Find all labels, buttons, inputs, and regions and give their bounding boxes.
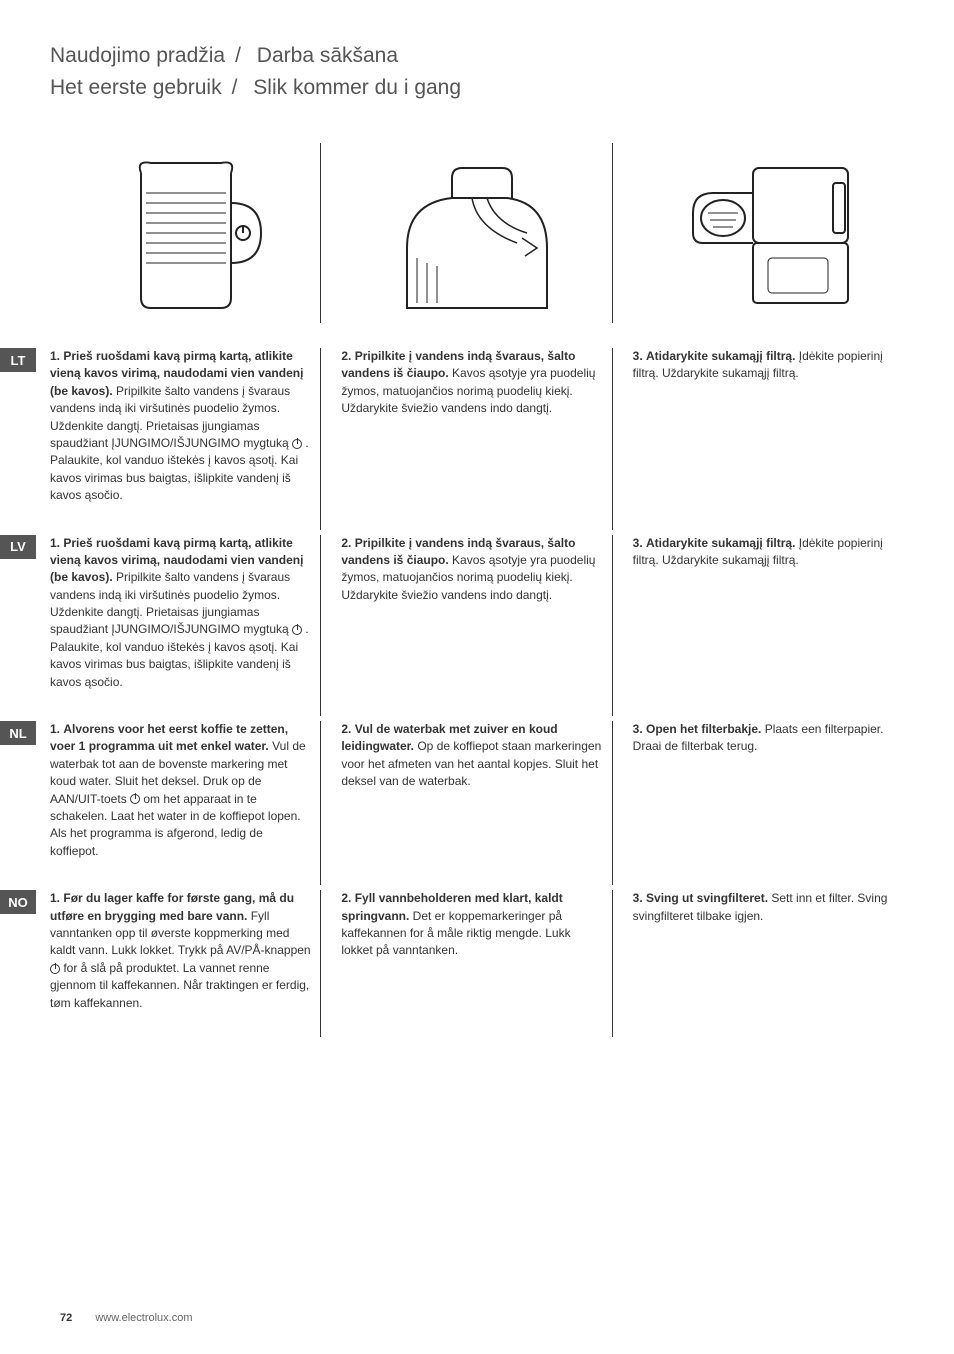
lang-tag-no: NO [0, 890, 36, 914]
page-number: 72 [60, 1312, 72, 1324]
lt-step3: 3. Atidarykite sukamąjį filtrą. Įdėkite … [633, 348, 904, 530]
page-titles: Naudojimo pradžia/ Darba sākšana Het eer… [50, 40, 904, 103]
no-step2: 2. Fyll vannbeholderen med klart, kaldt … [341, 890, 612, 1037]
footer: 72 www.electrolux.com [60, 1312, 193, 1324]
lt-step1: 1. Prieš ruošdami kavą pirmą kartą, atli… [50, 348, 321, 530]
power-icon [50, 964, 60, 974]
lang-tag-nl: NL [0, 721, 36, 745]
title-lt: Naudojimo pradžia [50, 44, 225, 67]
nl-step3: 3. Open het filterbakje. Plaats een filt… [633, 721, 904, 885]
nl-step2: 2. Vul de waterbak met zuiver en koud le… [341, 721, 612, 885]
lang-tag-lt: LT [0, 348, 36, 372]
lang-tag-lv: LV [0, 535, 36, 559]
illustration-row [50, 133, 904, 333]
footer-url: www.electrolux.com [95, 1312, 192, 1324]
no-step3: 3. Sving ut svingfilteret. Sett inn et f… [633, 890, 904, 1037]
tank-lid-icon [377, 148, 577, 318]
carafe-icon [86, 148, 286, 318]
nl-step1: 1. Alvorens voor het eerst koffie te zet… [50, 721, 321, 885]
row-lv: LV 1. Prieš ruošdami kavą pirmą kartą, a… [50, 535, 904, 717]
title-no: Slik kommer du i gang [253, 76, 461, 99]
no-step1: 1. Før du lager kaffe for første gang, m… [50, 890, 321, 1037]
power-icon [292, 439, 302, 449]
power-icon [130, 794, 140, 804]
row-lt: LT 1. Prieš ruošdami kavą pirmą kartą, a… [50, 348, 904, 530]
illus-step2 [341, 133, 612, 333]
title-nl: Het eerste gebruik [50, 76, 222, 99]
row-nl: NL 1. Alvorens voor het eerst koffie te … [50, 721, 904, 885]
illus-step1 [50, 133, 321, 333]
title-lv: Darba sākšana [257, 44, 398, 67]
lv-step2: 2. Pripilkite į vandens indą švaraus, ša… [341, 535, 612, 717]
power-icon [292, 625, 302, 635]
lv-step3: 3. Atidarykite sukamąjį filtrą. Įdėkite … [633, 535, 904, 717]
row-no: NO 1. Før du lager kaffe for første gang… [50, 890, 904, 1037]
lv-step1: 1. Prieš ruošdami kavą pirmą kartą, atli… [50, 535, 321, 717]
illus-step3 [633, 133, 904, 333]
lt-step2: 2. Pripilkite į vandens indą švaraus, ša… [341, 348, 612, 530]
filter-swing-icon [668, 148, 868, 318]
